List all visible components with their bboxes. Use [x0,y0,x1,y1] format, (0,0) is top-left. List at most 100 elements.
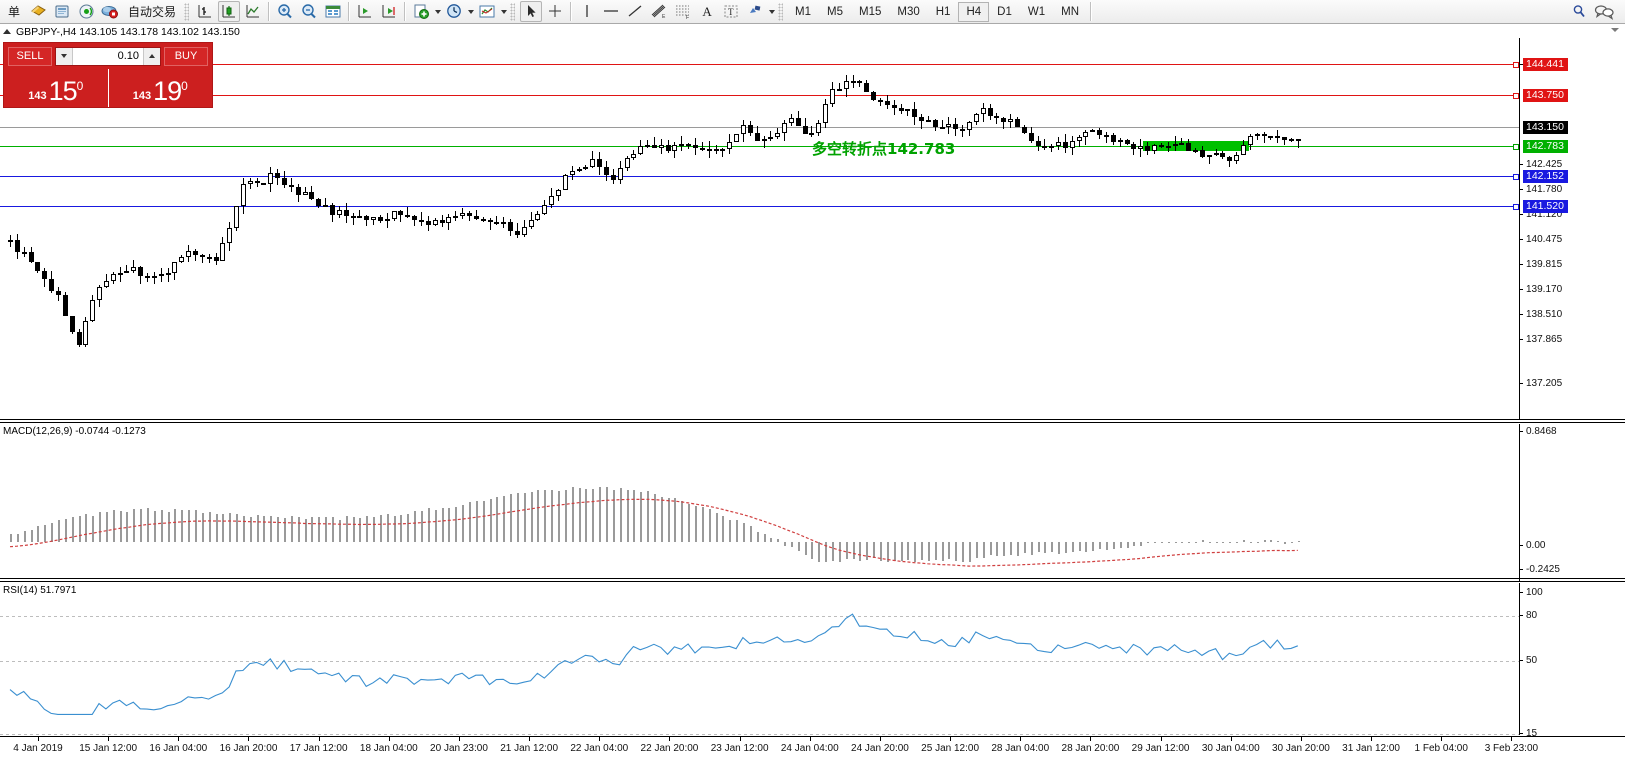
macd-bar [777,539,780,542]
macd-bar [475,500,478,542]
text-label-icon[interactable]: A [702,3,712,19]
macd-bar [1284,542,1287,544]
macd-bar [1016,542,1019,557]
price-label-142152[interactable]: 142.152 [1523,170,1568,183]
crosshair-icon[interactable] [544,1,566,22]
pane-divider[interactable] [0,419,1625,423]
signal-icon[interactable] [75,1,97,22]
macd-bar [948,542,951,559]
rsi-pane[interactable]: RSI(14) 51.7971 100 80 50 15 [0,583,1625,739]
auto-scroll-icon[interactable] [378,1,400,22]
price-label-142783[interactable]: 142.783 [1523,140,1568,153]
sell-price-display[interactable]: 143 15 0 [4,69,108,107]
cursor-icon[interactable] [520,1,543,22]
macd-bar [873,542,876,559]
macd-bar [633,489,636,542]
timeframe-h4[interactable]: H4 [958,1,990,22]
macd-pane[interactable]: MACD(12,26,9) -0.0744 -0.1273 0.8468 0.0… [0,424,1625,581]
support-line-142152[interactable] [0,174,1519,180]
fibonacci-icon[interactable]: F [672,1,694,22]
buy-price-fraction: 0 [181,79,188,93]
pane-divider[interactable] [0,578,1625,582]
resistance-line-143750[interactable] [0,93,1519,99]
news-icon[interactable] [51,1,73,22]
period-clock-icon[interactable] [443,1,465,22]
wallet-icon[interactable] [27,1,49,22]
timeframe-m1[interactable]: M1 [795,5,812,18]
chevron-down-icon[interactable] [499,2,508,22]
timeframe-m5[interactable]: M5 [827,5,843,18]
macd-bar [1058,542,1061,554]
macd-bar [544,489,547,542]
price-chart-pane[interactable]: 145.035 142.425 141.780 141.120 140.475 … [0,38,1625,420]
line-handle[interactable] [1513,174,1519,180]
templates-icon[interactable] [476,1,498,22]
line-handle[interactable] [1513,93,1519,99]
chevron-down-icon[interactable] [433,2,442,22]
timeframe-h1[interactable]: H1 [935,5,951,18]
search-icon[interactable] [1568,1,1590,22]
line-handle[interactable] [1513,204,1519,210]
chart-menu-caret-icon[interactable] [1611,28,1619,32]
macd-bar [1030,542,1033,556]
shapes-icon[interactable] [744,1,766,22]
price-label-143750[interactable]: 143.750 [1523,89,1568,102]
line-handle[interactable] [1513,62,1519,68]
collapse-triangle-icon[interactable] [3,29,11,34]
vertical-line-icon[interactable] [576,1,598,22]
equidistant-channel-icon[interactable]: E [648,1,670,22]
price-label-144441[interactable]: 144.441 [1523,58,1568,71]
volume-stepper[interactable]: 0.10 [55,46,161,66]
autotrading-cloud-icon[interactable] [99,1,121,22]
sell-button[interactable]: SELL [8,46,52,66]
pivot-zone-rectangle[interactable] [1143,141,1249,151]
timeframe-w1[interactable]: W1 [1027,5,1046,18]
timeframe-m15[interactable]: M15 [859,5,882,18]
macd-bar [352,517,355,542]
buy-price-display[interactable]: 143 19 0 [107,69,213,107]
auto-trading-label[interactable]: 自动交易 [128,5,177,19]
trendline-icon[interactable] [624,1,646,22]
macd-bar [1092,542,1095,551]
pivot-line-142783[interactable] [0,144,1519,150]
zoom-in-icon[interactable] [274,1,296,22]
macd-bar [85,513,88,542]
chevron-down-icon[interactable] [767,2,776,22]
volume-increment-button[interactable] [143,47,160,65]
chart-shift-icon[interactable] [354,1,376,22]
bar-chart-icon[interactable] [194,1,216,22]
data-window-icon[interactable] [322,1,344,22]
volume-input[interactable]: 0.10 [117,49,139,62]
time-tick [178,737,180,741]
new-indicator-icon[interactable] [410,1,432,22]
chevron-down-icon[interactable] [466,2,475,22]
text-box-icon[interactable]: T [720,1,742,22]
time-axis-label: 29 Jan 12:00 [1131,743,1190,754]
macd-bar [242,516,245,542]
toolbar-grip[interactable] [510,2,516,21]
toolbar-grip[interactable] [184,2,190,21]
price-axis-line [1519,38,1520,420]
timeframe-d1[interactable]: D1 [997,5,1012,18]
svg-text:E: E [662,14,666,20]
support-line-141520[interactable] [0,204,1519,210]
chat-icon[interactable] [1592,1,1616,22]
time-axis-label: 16 Jan 04:00 [149,743,208,754]
timeframe-mn[interactable]: MN [1061,5,1079,18]
timeframe-m30[interactable]: M30 [897,5,920,18]
horizontal-line-icon[interactable] [600,1,622,22]
line-handle[interactable] [1513,144,1519,150]
line-chart-icon[interactable] [242,1,264,22]
macd-bar [921,542,924,560]
toolbar-grip[interactable] [778,2,784,21]
one-click-trading-panel[interactable]: SELL 0.10 BUY 143 15 0 143 19 0 [3,42,213,108]
symbol-ohlc-label: GBPJPY-,H4 143.105 143.178 143.102 143.1… [16,25,240,38]
buy-button[interactable]: BUY [164,46,208,66]
resistance-line-144441[interactable] [0,62,1519,68]
macd-bar [619,488,622,542]
candlestick-chart-icon[interactable] [218,1,241,22]
volume-decrement-button[interactable] [56,47,73,65]
macd-bar [57,519,60,542]
zoom-out-icon[interactable] [298,1,320,22]
price-label-141520[interactable]: 141.520 [1523,200,1568,213]
